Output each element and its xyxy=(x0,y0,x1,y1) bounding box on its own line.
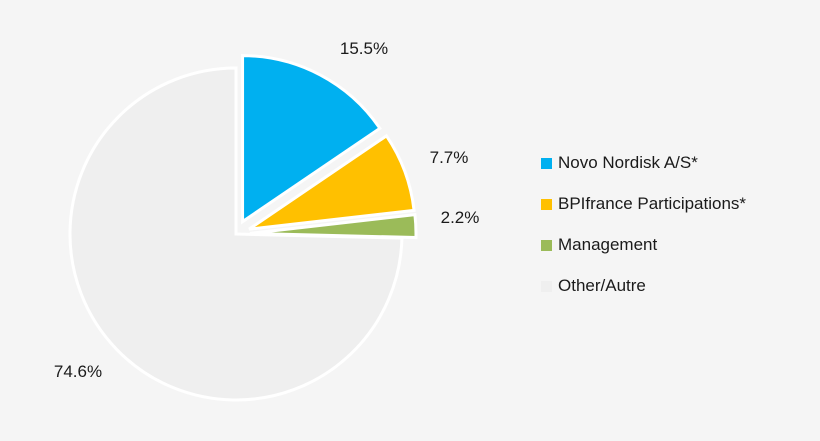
legend-item-management: Management xyxy=(541,234,746,256)
legend-label: BPIfrance Participations* xyxy=(558,194,747,213)
legend-swatch xyxy=(541,239,552,251)
pie-slices xyxy=(68,54,418,402)
pie-slice-management xyxy=(249,212,418,240)
pie-slice-bpifrance-participations xyxy=(248,133,416,231)
pie-data-labels: 15.5% 7.7% 2.2% 74.6% xyxy=(54,39,479,381)
legend-label: Novo Nordisk A/S* xyxy=(558,153,698,172)
legend-swatch xyxy=(541,157,552,169)
legend-swatch xyxy=(541,198,552,210)
legend-label: Management xyxy=(558,235,658,254)
data-label: 7.7% xyxy=(430,148,469,167)
data-label: 2.2% xyxy=(441,208,480,227)
data-label: 74.6% xyxy=(54,362,102,381)
legend-item-novo-nordisk: Novo Nordisk A/S* xyxy=(541,152,746,174)
pie-slice-other-autre xyxy=(68,66,404,402)
data-label: 15.5% xyxy=(340,39,388,58)
pie-slice-novo-nordisk-a-s xyxy=(241,54,382,225)
legend-label: Other/Autre xyxy=(558,276,646,295)
legend-item-other: Other/Autre xyxy=(541,275,746,297)
legend-item-bpifrance: BPIfrance Participations* xyxy=(541,193,746,215)
chart-legend: Novo Nordisk A/S* BPIfrance Participatio… xyxy=(541,152,746,297)
legend-swatch xyxy=(541,280,552,292)
